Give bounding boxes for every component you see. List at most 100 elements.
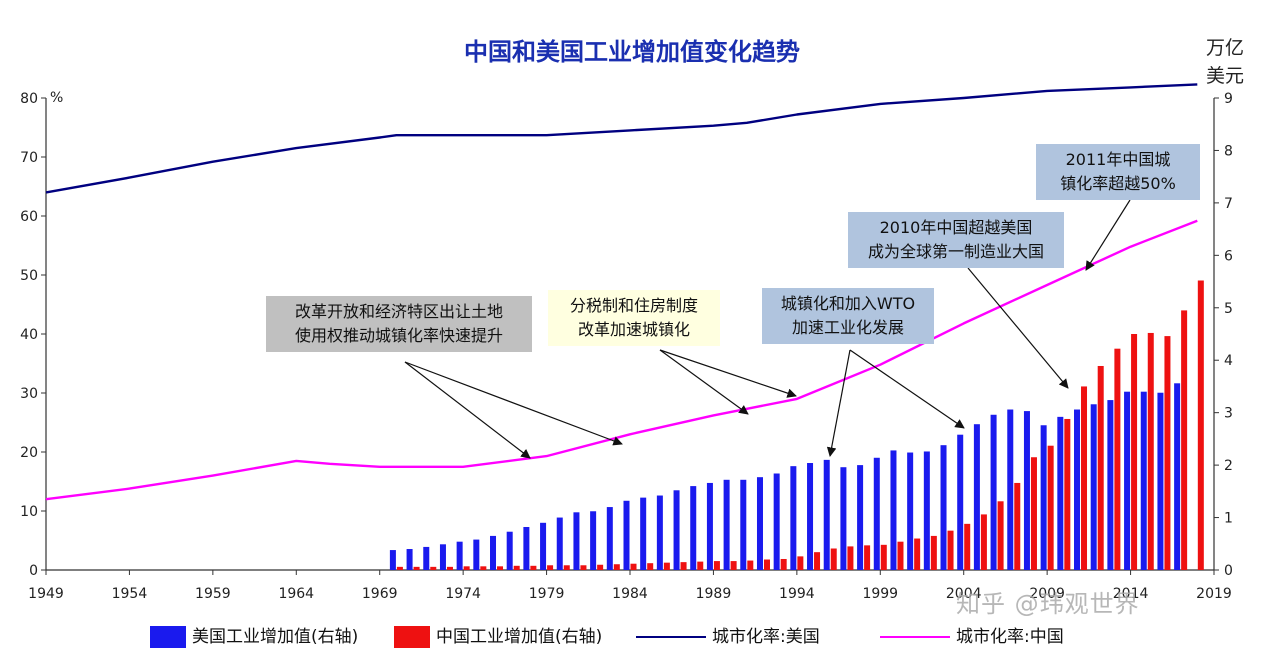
right-y-tick-label: 3	[1224, 406, 1233, 422]
bar-us-industry	[1074, 409, 1081, 570]
bar-cn-industry	[613, 564, 620, 570]
bar-us-industry	[623, 500, 630, 570]
bar-cn-industry	[713, 561, 720, 570]
bar-cn-industry	[1097, 365, 1104, 570]
annotation-wto: 城镇化和加入WTO 加速工业化发展	[762, 288, 934, 344]
bar-us-industry	[1140, 391, 1147, 570]
bar-us-industry	[1174, 383, 1181, 570]
bar-cn-industry	[580, 565, 587, 570]
bar-cn-industry	[563, 565, 570, 570]
left-y-tick-label: 40	[20, 327, 38, 343]
bar-us-industry	[740, 479, 747, 570]
bar-us-industry	[1040, 425, 1047, 570]
bar-cn-industry	[1164, 336, 1171, 570]
left-y-tick-label: 60	[20, 209, 38, 225]
bar-cn-industry	[914, 538, 921, 570]
bar-us-industry	[656, 495, 663, 570]
right-y-tick-label: 8	[1224, 143, 1233, 159]
bar-cn-industry	[880, 544, 887, 570]
bar-cn-industry	[463, 566, 470, 570]
bar-cn-industry	[930, 535, 937, 570]
x-tick-label: 1974	[445, 586, 481, 602]
x-tick-label: 1999	[862, 586, 898, 602]
annotation-arrow	[404, 361, 531, 459]
left-y-tick-label: 0	[29, 563, 38, 579]
bar-us-industry	[790, 466, 797, 570]
watermark: 知乎 @玮观世界	[956, 590, 1140, 618]
bar-cn-industry	[530, 565, 537, 570]
annotation-arrow	[849, 349, 965, 429]
x-tick-label: 1969	[362, 586, 398, 602]
bar-us-industry	[873, 457, 880, 570]
bar-cn-industry	[1147, 332, 1154, 570]
left-y-tick-label: 10	[20, 504, 38, 520]
bar-cn-industry	[1081, 386, 1088, 570]
bar-us-industry	[706, 482, 713, 570]
bar-cn-industry	[747, 560, 754, 570]
bar-us-industry	[523, 526, 530, 570]
bar-us-industry	[773, 473, 780, 570]
bar-us-industry	[590, 511, 597, 570]
x-tick-label: 1984	[612, 586, 648, 602]
annotation-tax-line1: 分税制和住房制度	[569, 296, 698, 315]
annotation-tax: 分税制和住房制度 改革加速城镇化	[548, 290, 720, 346]
bar-cn-industry	[864, 545, 871, 570]
x-tick-label: 2019	[1196, 586, 1232, 602]
annotation-reform: 改革开放和经济特区出让土地 使用权推动城镇化率快速提升	[266, 296, 532, 352]
bar-us-industry	[456, 541, 463, 570]
x-tick-label: 2014	[1113, 586, 1149, 602]
bar-cn-industry	[597, 564, 604, 570]
left-y-tick-label: 80	[20, 91, 38, 107]
bar-us-industry	[1090, 404, 1097, 570]
annotation-2011: 2011年中国城 镇化率超越50%	[1036, 144, 1200, 200]
bar-us-industry	[439, 544, 446, 570]
bar-us-industry	[406, 549, 413, 570]
bar-cn-industry	[997, 501, 1004, 570]
bar-us-industry	[506, 531, 513, 570]
bar-cn-industry	[430, 566, 437, 570]
legend-item-us-urban: 城市化率:美国	[636, 622, 820, 647]
bar-us-industry	[990, 414, 997, 570]
bar-cn-industry	[413, 566, 420, 570]
bar-us-industry	[857, 465, 864, 570]
legend-swatch-us-industry	[150, 626, 186, 648]
bar-cn-industry	[830, 548, 837, 570]
chart-title: 中国和美国工业增加值变化趋势	[464, 38, 800, 66]
bar-cn-industry	[446, 566, 453, 570]
x-tick-label: 2009	[1029, 586, 1065, 602]
bar-us-industry	[690, 486, 697, 570]
legend-item-cn-urban: 城市化率:中国	[880, 622, 1064, 647]
legend-label-cn-urban: 城市化率:中国	[956, 627, 1064, 647]
legend-swatch-us-urban	[636, 636, 706, 638]
right-y-tick-label: 9	[1224, 91, 1233, 107]
left-y-tick-label: 70	[20, 150, 38, 166]
left-y-tick-label: 20	[20, 445, 38, 461]
right-y-tick-label: 2	[1224, 458, 1233, 474]
annotation-arrow	[1085, 199, 1131, 271]
x-tick-label: 1979	[529, 586, 565, 602]
bar-cn-industry	[630, 563, 637, 570]
bar-us-industry	[673, 490, 680, 570]
bar-cn-industry	[1114, 348, 1121, 570]
right-y-tick-label: 1	[1224, 511, 1233, 527]
bar-cn-industry	[547, 565, 554, 570]
x-tick-label: 1964	[278, 586, 314, 602]
bar-us-industry	[540, 522, 547, 570]
bar-cn-industry	[1181, 310, 1188, 570]
right-axis-unit-line1: 万亿	[1206, 37, 1245, 59]
bar-us-industry	[840, 467, 847, 570]
annotation-2010-line1: 2010年中国超越美国	[879, 218, 1033, 237]
bar-us-industry	[1023, 411, 1030, 570]
bar-us-industry	[957, 434, 964, 570]
bar-cn-industry	[697, 561, 704, 570]
chart-legend: 美国工业增加值(右轴) 中国工业增加值(右轴) 城市化率:美国 城市化率:中国	[0, 620, 1264, 650]
annotation-2010-line2: 成为全球第一制造业大国	[867, 242, 1044, 261]
legend-label-us-industry: 美国工业增加值(右轴)	[192, 627, 359, 647]
right-axis-unit: 万亿 美元	[1206, 34, 1244, 90]
bar-cn-industry	[680, 562, 687, 570]
bar-us-industry	[940, 445, 947, 570]
bar-us-industry	[389, 550, 396, 570]
annotation-wto-line2: 加速工业化发展	[791, 318, 904, 337]
left-axis-unit: %	[50, 90, 64, 106]
